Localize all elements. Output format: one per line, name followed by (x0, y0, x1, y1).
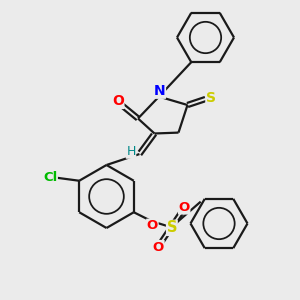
Text: H: H (126, 145, 136, 158)
Text: O: O (153, 241, 164, 254)
Text: O: O (178, 201, 190, 214)
Text: N: N (154, 84, 165, 98)
Text: O: O (112, 94, 124, 108)
Text: O: O (147, 219, 158, 232)
Text: S: S (167, 220, 177, 235)
Text: Cl: Cl (43, 171, 57, 184)
Text: S: S (206, 92, 216, 105)
